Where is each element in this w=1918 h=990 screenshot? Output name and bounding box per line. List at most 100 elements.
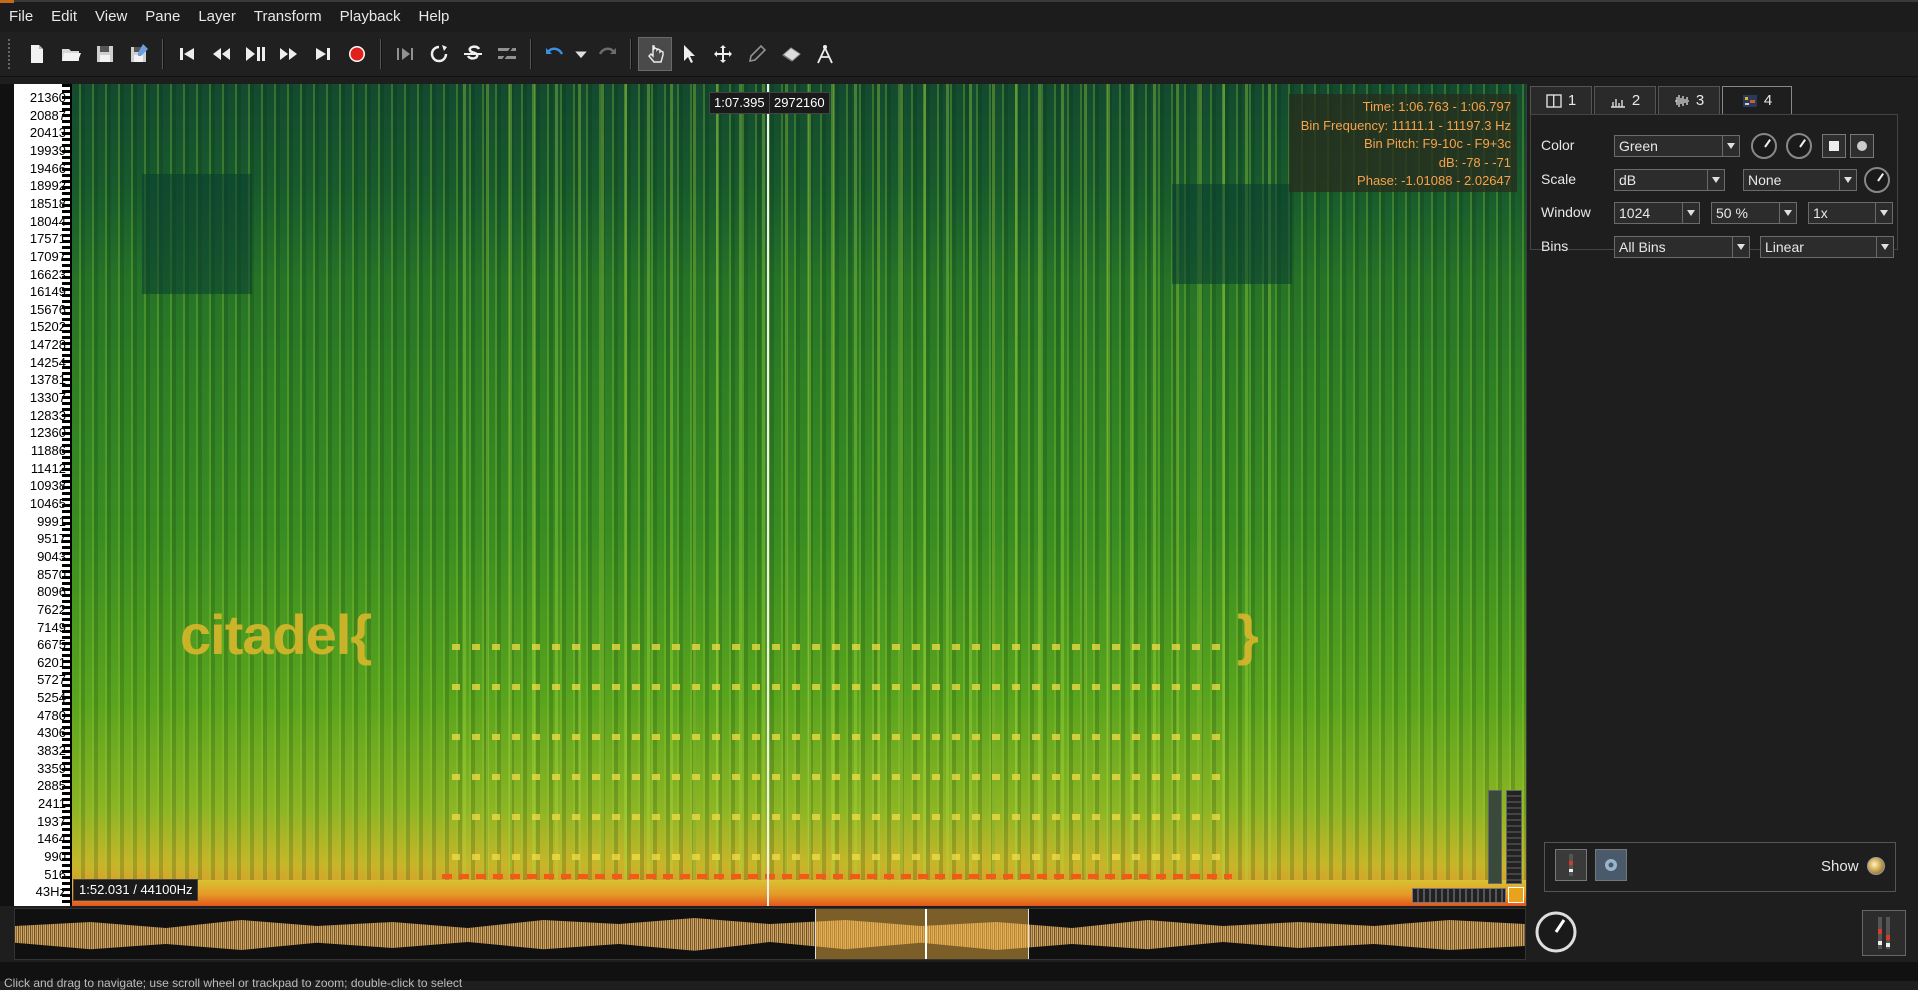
cursor-time-label: 1:07.395 (709, 92, 770, 114)
status-bar (0, 962, 1918, 981)
menu-layer[interactable]: Layer (198, 8, 236, 25)
new-session-button[interactable] (20, 37, 54, 71)
hidden-text-right: } (1237, 603, 1259, 666)
play-pause-icon (246, 47, 265, 61)
loop-button[interactable] (422, 37, 456, 71)
tone-band (452, 814, 1232, 820)
main-toolbar (0, 32, 1918, 77)
tab-spectrogram[interactable]: 4 (1722, 86, 1792, 114)
rewind-button[interactable] (204, 37, 238, 71)
window-size-select[interactable]: 1024 (1614, 202, 1700, 224)
tab-label: 3 (1695, 92, 1705, 109)
navigate-tool-button[interactable] (638, 37, 672, 71)
align-button[interactable] (490, 37, 524, 71)
toolbar-grip[interactable] (8, 39, 14, 69)
bins-select-value: All Bins (1619, 239, 1666, 255)
vertical-zoom-slider[interactable] (1488, 790, 1502, 884)
solo-icon (464, 45, 482, 60)
scale-select[interactable]: dB (1614, 169, 1725, 191)
constrain-playback-button[interactable] (388, 37, 422, 71)
zoom-reset-button[interactable] (1508, 887, 1524, 903)
chevron-down-icon (1732, 237, 1749, 257)
menu-view[interactable]: View (95, 8, 128, 25)
menu-edit[interactable]: Edit (51, 8, 78, 25)
show-layer-toggle[interactable] (1867, 857, 1885, 875)
scale-label: Scale (1541, 171, 1577, 187)
ruler-tick-label: 16149 (29, 284, 66, 300)
save-button[interactable] (88, 37, 122, 71)
gain-meter[interactable] (1506, 790, 1522, 884)
ruler-tick-label: 5727 (37, 672, 66, 688)
window-size-value: 1024 (1619, 205, 1651, 221)
tab-pane[interactable]: 1 (1530, 86, 1592, 114)
measure-tool-button[interactable] (808, 37, 842, 71)
measure-icon (817, 45, 833, 64)
move-tool-button[interactable] (706, 37, 740, 71)
rewind-icon (213, 48, 230, 60)
layer-control-panel: Show (1544, 842, 1896, 892)
open-button[interactable] (54, 37, 88, 71)
tab-waveform[interactable]: 3 (1658, 86, 1720, 114)
smoothing-button[interactable] (1850, 134, 1874, 158)
bins-select[interactable]: All Bins (1614, 236, 1750, 258)
menu-file[interactable]: File (9, 8, 34, 25)
play-layer-button[interactable] (1555, 849, 1587, 881)
window-title-strip (0, 0, 14, 3)
gain-dial[interactable] (1864, 167, 1890, 193)
chevron-down-icon (1875, 203, 1892, 223)
bin-scale-select[interactable]: Linear (1760, 236, 1894, 258)
draw-tool-button[interactable] (740, 37, 774, 71)
erase-tool-button[interactable] (774, 37, 808, 71)
solo-button[interactable] (456, 37, 490, 71)
select-icon (684, 45, 695, 63)
undo-menu-button[interactable] (572, 37, 590, 71)
window-overlap-value: 50 % (1716, 205, 1748, 221)
fast-forward-button[interactable] (272, 37, 306, 71)
redo-button[interactable] (590, 37, 624, 71)
fast-forward-end-button[interactable] (306, 37, 340, 71)
constrain-playback-icon (397, 48, 413, 60)
spectrogram-texture-dense (452, 84, 1272, 906)
undo-button[interactable] (538, 37, 572, 71)
spectrogram-view[interactable]: citadel{ } (72, 84, 1526, 906)
ruler-tick-label: 10465 (29, 495, 66, 511)
bin-scale-value: Linear (1765, 239, 1804, 255)
menu-transform[interactable]: Transform (253, 8, 322, 25)
oversample-select[interactable]: 1x (1808, 202, 1893, 224)
menu-playback[interactable]: Playback (339, 8, 401, 25)
info-bin-frequency: Bin Frequency: 11111.1 - 11197.3 Hz (1300, 117, 1511, 133)
window-overlap-select[interactable]: 50 % (1711, 202, 1797, 224)
oversample-value: 1x (1813, 205, 1828, 221)
save-as-button[interactable] (122, 37, 156, 71)
invert-colors-button[interactable] (1822, 134, 1846, 158)
ruler-tick-label: 19939 (29, 142, 66, 158)
rewind-start-button[interactable] (170, 37, 204, 71)
hidden-text-left: citadel{ (180, 603, 372, 666)
bins-label: Bins (1541, 238, 1569, 254)
color-select[interactable]: Green (1614, 135, 1740, 157)
playback-cursor[interactable] (767, 84, 769, 906)
select-tool-button[interactable] (672, 37, 706, 71)
ruler-tick-label: 11886 (30, 443, 66, 458)
navigate-icon (648, 45, 664, 63)
play-pause-button[interactable] (238, 37, 272, 71)
playback-speed-knob[interactable] (1534, 910, 1578, 954)
playback-meter-button[interactable] (1862, 910, 1906, 956)
tab-ruler[interactable]: 2 (1594, 86, 1656, 114)
overview-visible-region[interactable] (815, 909, 1029, 959)
horizontal-zoom-control[interactable] (1412, 888, 1506, 903)
overview-waveform[interactable] (14, 908, 1526, 960)
tab-label: 4 (1763, 92, 1773, 109)
colour-rotation-dial[interactable] (1751, 133, 1777, 159)
ruler-tick-label: 1937 (37, 813, 66, 829)
fast-forward-end-icon (316, 48, 330, 60)
normalize-select[interactable]: None (1743, 169, 1857, 191)
layer-color-button[interactable] (1595, 849, 1627, 881)
ruler-tick-label: 9043 (37, 548, 66, 564)
level-meter-icon (1569, 854, 1573, 876)
menu-help[interactable]: Help (418, 8, 450, 25)
duration-label: 1:52.031 / 44100Hz (73, 879, 199, 901)
record-button[interactable] (340, 37, 374, 71)
menu-pane[interactable]: Pane (145, 8, 181, 25)
threshold-dial[interactable] (1786, 133, 1812, 159)
